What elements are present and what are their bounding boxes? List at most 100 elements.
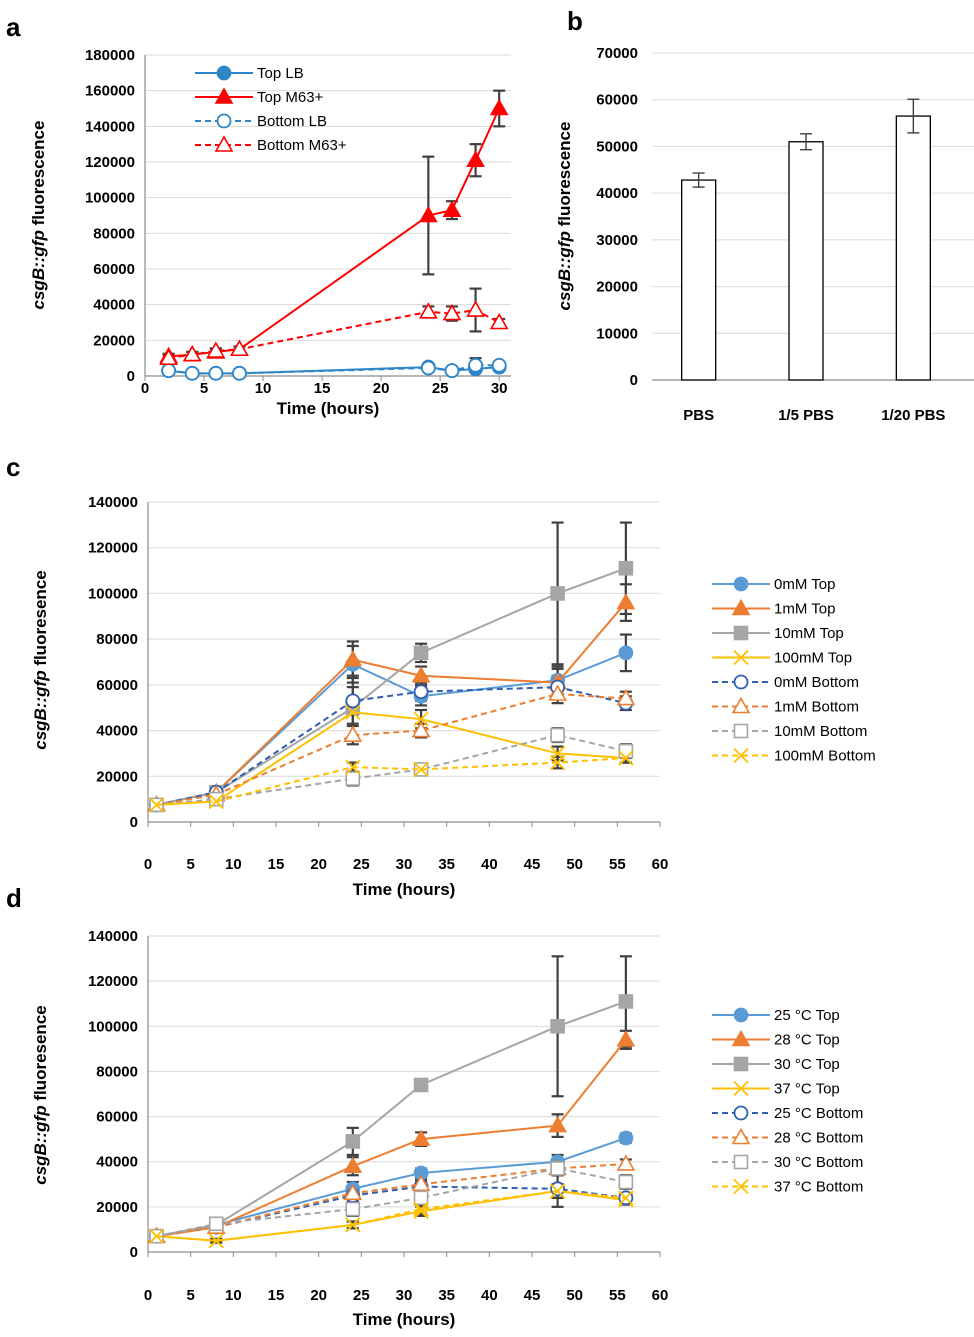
series-bottom-m63: [159, 300, 509, 365]
y-tick-label: 60000: [96, 677, 138, 694]
y-axis-title-rest: fluorescence: [29, 121, 48, 231]
x-tick-label: 55: [609, 1287, 626, 1304]
data-point: [208, 365, 224, 381]
data-point: [343, 1156, 363, 1174]
data-point: [230, 339, 249, 357]
series-line: [156, 1190, 626, 1242]
panel-letter-c: c: [6, 452, 20, 482]
legend-marker: [733, 625, 749, 641]
data-point: [345, 693, 361, 709]
error-bar: [907, 98, 920, 134]
chart-b: 0 10000 20000 30000 40000 50000 60000 70000 csgB…: [555, 45, 974, 424]
panel-letter-b: b: [567, 6, 583, 36]
series-line: [156, 711, 626, 806]
series-line: [156, 734, 627, 806]
series-37-c-bottom: [148, 1183, 634, 1249]
series-line: [156, 1167, 627, 1238]
data-point: [418, 205, 438, 223]
legend-label: 37 °C Top: [774, 1081, 840, 1098]
y-tick-label: 20000: [93, 332, 135, 349]
legend: 25 °C Top 28 °C Top 30 °C Top 37 °C Top 25 °…: [712, 1007, 863, 1196]
x-tick-label: 40: [481, 856, 498, 873]
data-point: [491, 357, 507, 373]
data-point: [208, 791, 224, 807]
legend-marker: [731, 1127, 751, 1145]
series-10mm-bottom: [149, 727, 634, 813]
x-tick-label: 30: [396, 856, 413, 873]
y-axis-title-italic: csgB::gfp: [31, 670, 50, 749]
data-point: [182, 344, 202, 362]
legend-label: 37 °C Bottom: [774, 1179, 863, 1196]
y-tick-label: 100000: [88, 1018, 138, 1035]
data-point: [148, 1228, 165, 1244]
data-point: [618, 994, 634, 1009]
y-tick-label: 80000: [93, 225, 135, 242]
legend-label: 30 °C Top: [774, 1056, 840, 1073]
data-point: [411, 666, 431, 683]
data-point: [616, 1154, 636, 1171]
series-bottom-lb: [161, 357, 507, 381]
data-point: [418, 302, 438, 319]
data-point: [208, 1216, 224, 1232]
legend-marker: [733, 723, 749, 739]
data-point: [550, 1018, 565, 1034]
data-point: [345, 1201, 361, 1217]
y-axis-title: csgB::gfp fluorescence: [29, 121, 48, 310]
x-tick-label: 5: [186, 856, 194, 873]
y-tick-label: 120000: [88, 973, 138, 990]
data-point: [618, 1174, 634, 1190]
y-tick-label: 100000: [88, 585, 138, 602]
y-axis-title-rest: fluoresence: [31, 570, 50, 670]
data-point: [442, 303, 462, 321]
error-bar: [800, 133, 812, 151]
bar: [895, 115, 931, 381]
data-point: [413, 1077, 429, 1093]
x-tick-label: 20: [310, 1287, 327, 1304]
data-point: [343, 1183, 363, 1201]
data-point: [549, 754, 566, 771]
x-tick-label: 20: [373, 380, 390, 397]
data-point: [184, 365, 200, 381]
y-tick-label: 0: [130, 1244, 138, 1261]
series-30-c-bottom: [149, 1161, 634, 1244]
legend-label: 10mM Bottom: [774, 723, 867, 740]
data-point: [343, 650, 363, 667]
data-point: [489, 98, 509, 116]
panel-letter-d: d: [6, 883, 22, 913]
data-point: [206, 341, 226, 358]
y-axis-title-italic: csgB::gfp: [31, 1105, 50, 1184]
legend-label: 0mM Top: [774, 576, 835, 593]
legend-marker: [214, 87, 234, 104]
category-label: 1/20 PBS: [881, 407, 945, 424]
x-axis-title: Time (hours): [353, 1310, 456, 1329]
x-tick-label: 0: [144, 1287, 152, 1304]
data-point: [549, 1183, 566, 1199]
x-tick-label: 30: [491, 380, 508, 397]
legend-label: 100mM Top: [774, 650, 852, 667]
data-point: [413, 761, 429, 778]
x-tick-label: 10: [225, 1287, 242, 1304]
legend-marker: [733, 1007, 749, 1023]
legend-marker: [733, 1154, 749, 1170]
legend-label: 1mM Bottom: [774, 699, 859, 716]
y-axis-title: csgB::gfp fluorescence: [555, 122, 574, 311]
y-tick-label: 80000: [96, 1063, 138, 1080]
data-point: [550, 586, 565, 601]
legend-marker: [733, 1080, 749, 1097]
x-tick-label: 35: [438, 856, 455, 873]
legend-label: 25 °C Bottom: [774, 1105, 863, 1122]
legend-label: 0mM Bottom: [774, 674, 859, 691]
data-point: [618, 560, 634, 576]
data-point: [550, 1161, 565, 1176]
legend-label: 100mM Bottom: [774, 748, 876, 765]
legend-label: 30 °C Bottom: [774, 1154, 863, 1171]
legend-marker: [733, 1056, 749, 1072]
y-tick-label: 80000: [96, 631, 138, 648]
x-tick-label: 0: [141, 380, 149, 397]
y-tick-label: 20000: [596, 279, 638, 296]
data-point: [548, 1115, 567, 1133]
y-tick-label: 60000: [96, 1109, 138, 1126]
x-tick-label: 60: [652, 856, 669, 873]
